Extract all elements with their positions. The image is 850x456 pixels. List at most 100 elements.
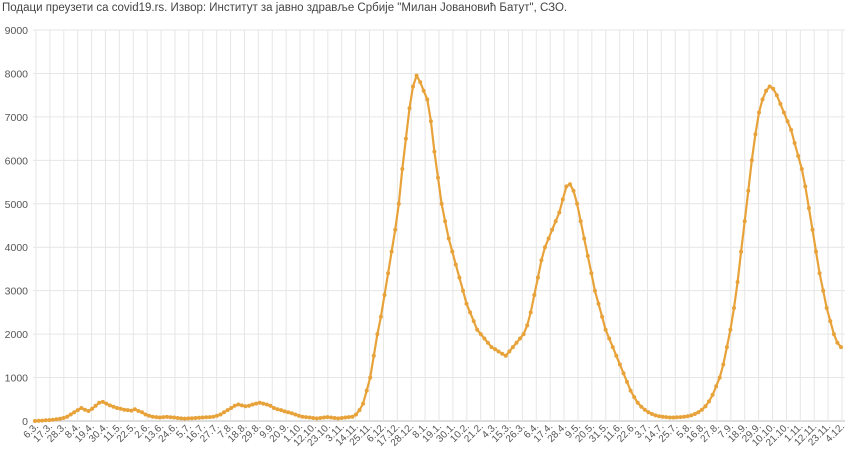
data-point	[546, 236, 551, 241]
data-point	[396, 201, 401, 206]
data-point	[361, 401, 366, 406]
data-point	[446, 236, 451, 241]
data-point	[425, 97, 430, 102]
data-point	[614, 353, 619, 358]
data-point	[232, 403, 237, 408]
data-point	[125, 408, 130, 413]
data-point	[646, 410, 651, 415]
data-point	[810, 227, 815, 232]
data-point	[792, 141, 797, 145]
data-point	[789, 127, 794, 132]
data-point	[796, 154, 801, 158]
data-point	[403, 136, 408, 141]
data-point	[453, 262, 458, 267]
data-point	[657, 414, 662, 419]
data-point	[714, 384, 719, 389]
data-point	[282, 409, 287, 414]
data-point	[432, 149, 437, 154]
data-point	[557, 210, 562, 215]
data-point	[279, 408, 284, 413]
data-point	[771, 86, 776, 91]
data-point	[229, 406, 234, 410]
data-point	[111, 404, 116, 409]
data-point	[732, 306, 736, 310]
data-point	[211, 414, 216, 419]
data-point	[157, 415, 162, 420]
data-point	[510, 345, 515, 350]
data-point	[839, 345, 843, 350]
data-point	[129, 408, 134, 413]
data-point	[122, 407, 127, 412]
data-point	[582, 236, 587, 241]
data-point	[560, 197, 565, 202]
data-point	[321, 415, 326, 420]
data-point	[218, 412, 223, 417]
data-point	[147, 413, 152, 418]
data-point	[411, 84, 415, 89]
data-point	[104, 401, 109, 406]
data-point	[749, 158, 754, 163]
data-point	[47, 418, 52, 423]
data-point	[575, 201, 580, 206]
data-point	[482, 336, 487, 341]
data-point	[764, 88, 769, 93]
data-point	[65, 414, 70, 419]
data-point	[610, 345, 615, 350]
series-line	[34, 74, 842, 423]
data-point	[143, 412, 148, 417]
data-point	[250, 402, 255, 407]
y-tick-label: 4000	[5, 242, 29, 254]
data-point	[275, 407, 280, 412]
data-point	[346, 415, 351, 420]
data-point	[132, 407, 137, 412]
data-point	[525, 323, 530, 328]
data-point	[93, 403, 98, 408]
data-point	[550, 227, 555, 232]
data-point	[685, 414, 690, 419]
data-point	[667, 415, 672, 420]
data-point	[179, 416, 184, 421]
data-point	[682, 414, 687, 419]
data-point	[50, 417, 55, 422]
data-point	[757, 110, 761, 115]
data-point	[140, 410, 144, 415]
data-point	[553, 219, 558, 224]
data-point	[828, 319, 833, 324]
data-point	[254, 401, 259, 406]
data-point	[753, 132, 758, 137]
data-point	[831, 332, 836, 337]
data-point	[243, 404, 248, 409]
data-point	[307, 415, 312, 420]
data-point	[461, 288, 465, 293]
data-point	[414, 73, 419, 78]
data-point	[268, 403, 273, 408]
data-point	[343, 415, 348, 420]
data-point	[375, 332, 380, 337]
data-point	[61, 416, 66, 420]
data-point	[389, 249, 394, 254]
data-point	[189, 416, 194, 421]
data-point	[264, 402, 269, 407]
data-point	[824, 306, 829, 310]
data-point	[225, 408, 230, 413]
data-point	[332, 416, 337, 420]
data-point	[75, 408, 80, 413]
data-point	[503, 353, 508, 358]
data-point	[204, 415, 209, 420]
data-point	[357, 408, 362, 413]
data-point	[329, 415, 333, 420]
data-point	[603, 327, 608, 332]
data-point	[293, 412, 298, 417]
data-point	[68, 412, 73, 417]
data-point	[485, 340, 490, 345]
data-point	[564, 184, 569, 189]
data-point	[386, 271, 391, 276]
data-point	[664, 415, 669, 420]
data-point	[418, 80, 423, 85]
data-point	[428, 119, 433, 124]
data-point	[724, 345, 729, 350]
data-point	[58, 416, 62, 421]
data-point	[421, 88, 426, 93]
data-point	[197, 415, 202, 420]
data-point	[115, 406, 119, 410]
